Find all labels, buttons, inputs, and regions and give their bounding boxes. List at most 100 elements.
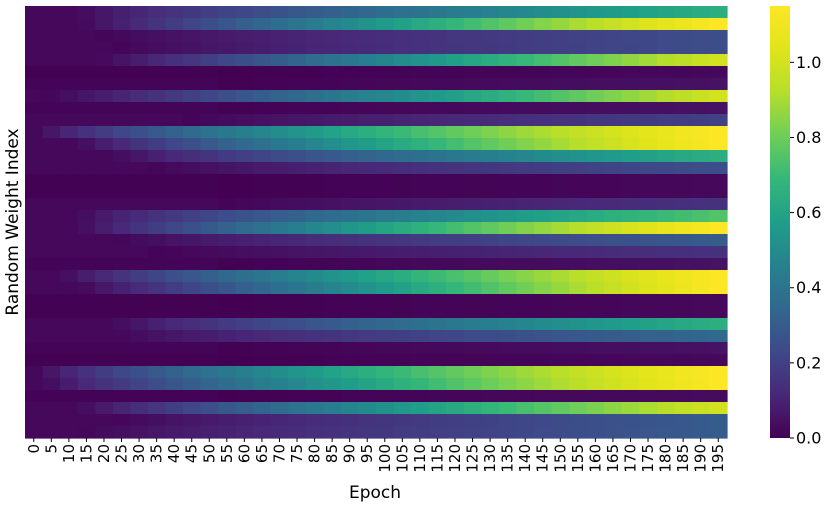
- heatmap-cell: [691, 294, 711, 307]
- heatmap-cell: [182, 246, 202, 259]
- heatmap-cell: [323, 18, 342, 31]
- heatmap-cell: [270, 42, 289, 55]
- heatmap-cell: [639, 330, 658, 343]
- heatmap-cell: [674, 150, 693, 163]
- heatmap-cell: [60, 378, 79, 391]
- heatmap-cell: [305, 318, 324, 331]
- heatmap-cell: [200, 150, 219, 163]
- heatmap-cell: [25, 30, 44, 43]
- heatmap-cell: [463, 198, 482, 211]
- heatmap-cell: [200, 234, 219, 247]
- heatmap-cell: [218, 198, 237, 211]
- heatmap-cell: [60, 390, 79, 403]
- heatmap-cell: [25, 234, 44, 247]
- heatmap-cell: [182, 222, 202, 235]
- heatmap-cell: [656, 342, 675, 355]
- heatmap-cell: [621, 18, 640, 31]
- heatmap-cell: [60, 162, 79, 175]
- heatmap-cell: [130, 126, 149, 139]
- heatmap-cell: [25, 354, 44, 367]
- heatmap-cell: [305, 198, 324, 211]
- heatmap-cell: [498, 66, 517, 79]
- heatmap-cell: [691, 54, 711, 67]
- heatmap-cell: [147, 306, 166, 319]
- heatmap-cell: [691, 198, 711, 211]
- heatmap-cell: [376, 246, 395, 259]
- heatmap-cell: [481, 66, 500, 79]
- heatmap-cell: [77, 78, 96, 91]
- heatmap-cell: [376, 114, 395, 127]
- heatmap-cell: [95, 258, 114, 271]
- heatmap-cell: [130, 366, 149, 379]
- heatmap-cell: [709, 198, 728, 211]
- heatmap-cell: [498, 306, 517, 319]
- heatmap-cell: [533, 186, 553, 199]
- colorbar-tick-label: 0.4: [796, 278, 821, 297]
- heatmap-cell: [498, 6, 517, 19]
- heatmap-cell: [498, 102, 517, 115]
- heatmap-cell: [42, 198, 61, 211]
- heatmap-cell: [77, 162, 96, 175]
- heatmap-cell: [165, 426, 184, 439]
- heatmap-cell: [288, 198, 307, 211]
- heatmap-cell: [340, 306, 360, 319]
- heatmap-cell: [305, 234, 324, 247]
- heatmap-cell: [569, 186, 588, 199]
- heatmap-cell: [533, 294, 553, 307]
- heatmap-cell: [393, 282, 412, 295]
- heatmap-cell: [235, 402, 254, 415]
- heatmap-cell: [112, 198, 131, 211]
- heatmap-cell: [235, 30, 254, 43]
- heatmap-cell: [586, 282, 605, 295]
- heatmap-cell: [235, 270, 254, 283]
- heatmap-cell: [358, 234, 377, 247]
- heatmap-cell: [323, 114, 342, 127]
- heatmap-cell: [446, 270, 465, 283]
- heatmap-cell: [428, 54, 447, 67]
- heatmap-cell: [60, 90, 79, 103]
- heatmap-cell: [463, 210, 482, 223]
- heatmap-cell: [463, 306, 482, 319]
- heatmap-cell: [95, 66, 114, 79]
- heatmap-cell: [639, 270, 658, 283]
- heatmap-cell: [551, 54, 570, 67]
- heatmap-cell: [428, 126, 447, 139]
- heatmap-cell: [182, 102, 202, 115]
- heatmap-cell: [463, 30, 482, 43]
- heatmap-cell: [358, 18, 377, 31]
- heatmap-cell: [95, 162, 114, 175]
- heatmap-cell: [77, 306, 96, 319]
- heatmap-cell: [463, 90, 482, 103]
- heatmap-cell: [428, 342, 447, 355]
- colorbar: [770, 6, 790, 438]
- heatmap-cell: [95, 294, 114, 307]
- heatmap-cell: [130, 282, 149, 295]
- heatmap-cell: [112, 282, 131, 295]
- heatmap-cell: [604, 162, 623, 175]
- heatmap-cell: [446, 426, 465, 439]
- heatmap-cell: [253, 42, 272, 55]
- heatmap-cell: [235, 318, 254, 331]
- heatmap-cell: [358, 282, 377, 295]
- heatmap-cell: [446, 150, 465, 163]
- heatmap-cell: [586, 90, 605, 103]
- heatmap-cell: [709, 402, 728, 415]
- heatmap-cell: [551, 258, 570, 271]
- heatmap-cell: [481, 414, 500, 427]
- heatmap-cell: [674, 138, 693, 151]
- heatmap-cell: [253, 210, 272, 223]
- heatmap-cell: [498, 282, 517, 295]
- heatmap-cell: [376, 414, 395, 427]
- heatmap-cell: [709, 54, 728, 67]
- heatmap-cell: [533, 198, 553, 211]
- heatmap-cell: [709, 138, 728, 151]
- heatmap-cell: [428, 390, 447, 403]
- heatmap-cell: [481, 18, 500, 31]
- heatmap-cell: [411, 402, 430, 415]
- heatmap-cell: [446, 330, 465, 343]
- heatmap-cell: [604, 366, 623, 379]
- heatmap-cell: [674, 246, 693, 259]
- x-tick-label: 5: [42, 444, 60, 454]
- heatmap-cell: [709, 282, 728, 295]
- heatmap-cell: [130, 102, 149, 115]
